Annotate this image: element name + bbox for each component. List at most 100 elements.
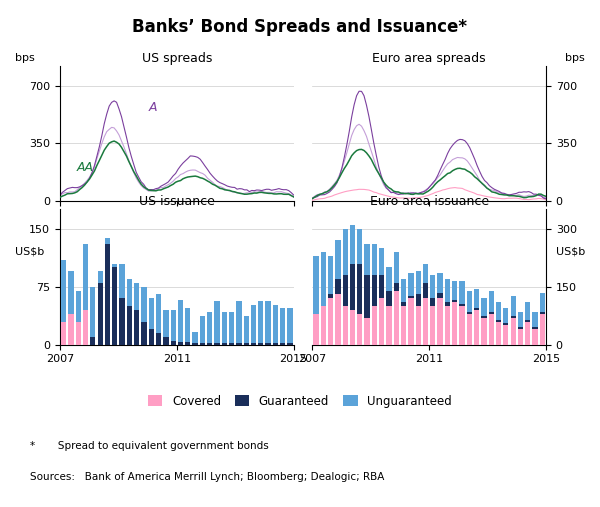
Bar	[525, 321, 530, 345]
Text: US$b: US$b	[15, 246, 44, 256]
Bar	[313, 256, 319, 314]
Bar	[481, 298, 487, 316]
Bar	[287, 343, 293, 345]
Bar	[372, 275, 377, 306]
Bar	[200, 316, 205, 343]
Bar	[401, 306, 406, 345]
Bar	[105, 238, 110, 244]
Bar	[511, 316, 516, 318]
Bar	[207, 343, 212, 345]
Bar	[372, 244, 377, 275]
Bar	[244, 316, 249, 343]
Bar	[185, 342, 190, 345]
Bar	[540, 312, 545, 314]
Bar	[156, 333, 161, 345]
Bar	[445, 279, 450, 302]
Bar	[364, 244, 370, 275]
Bar	[68, 271, 74, 314]
Bar	[511, 318, 516, 345]
Bar	[445, 306, 450, 345]
Bar	[488, 291, 494, 312]
Bar	[467, 312, 472, 314]
Bar	[320, 306, 326, 345]
Text: AA: AA	[76, 162, 94, 174]
Bar	[408, 298, 413, 345]
Bar	[273, 343, 278, 345]
Bar	[343, 306, 348, 345]
Bar	[423, 283, 428, 298]
Bar	[386, 306, 392, 345]
Bar	[335, 240, 341, 279]
Bar	[357, 264, 362, 314]
Bar	[372, 306, 377, 345]
Bar	[83, 244, 88, 310]
Title: Euro area spreads: Euro area spreads	[373, 52, 486, 65]
Bar	[503, 323, 508, 325]
Text: A: A	[149, 100, 157, 114]
Bar	[474, 288, 479, 308]
Bar	[112, 264, 118, 267]
Bar	[98, 283, 103, 345]
Text: US$b: US$b	[556, 246, 585, 256]
Bar	[445, 302, 450, 306]
Bar	[496, 319, 501, 321]
Bar	[328, 256, 333, 295]
Bar	[236, 301, 242, 343]
Bar	[221, 343, 227, 345]
Bar	[258, 343, 263, 345]
Bar	[258, 301, 263, 343]
Text: bps: bps	[15, 53, 35, 63]
Bar	[401, 279, 406, 302]
Bar	[503, 308, 508, 323]
Bar	[156, 295, 161, 333]
Text: Sources:   Bank of America Merrill Lynch; Bloomberg; Dealogic; RBA: Sources: Bank of America Merrill Lynch; …	[30, 472, 385, 482]
Text: *       Spread to equivalent government bonds: * Spread to equivalent government bonds	[30, 441, 269, 451]
Bar	[98, 271, 103, 283]
Bar	[357, 314, 362, 345]
Bar	[265, 301, 271, 343]
Bar	[511, 297, 516, 316]
Title: Euro area issuance: Euro area issuance	[370, 195, 489, 208]
Bar	[474, 310, 479, 345]
Bar	[280, 308, 286, 343]
Bar	[430, 275, 436, 298]
Bar	[328, 298, 333, 345]
Bar	[394, 283, 399, 291]
Bar	[273, 305, 278, 343]
Bar	[119, 264, 125, 298]
Bar	[518, 329, 523, 345]
Bar	[496, 321, 501, 345]
Bar	[142, 321, 146, 345]
Bar	[335, 279, 341, 295]
Bar	[357, 229, 362, 264]
Bar	[134, 283, 139, 310]
Bar	[127, 279, 132, 306]
Bar	[525, 302, 530, 319]
Bar	[320, 252, 326, 306]
Bar	[142, 287, 146, 321]
Bar	[185, 308, 190, 342]
Text: bps: bps	[565, 53, 585, 63]
Bar	[328, 295, 333, 298]
Bar	[105, 244, 110, 345]
Bar	[423, 298, 428, 345]
Bar	[236, 343, 242, 345]
Bar	[379, 298, 385, 345]
Bar	[221, 312, 227, 343]
Bar	[496, 302, 501, 319]
Bar	[364, 318, 370, 345]
Bar	[335, 295, 341, 345]
Bar	[460, 304, 464, 306]
Bar	[244, 343, 249, 345]
Bar	[178, 342, 183, 345]
Bar	[481, 316, 487, 318]
Bar	[343, 229, 348, 275]
Bar	[488, 314, 494, 345]
Bar	[437, 293, 443, 298]
Bar	[287, 308, 293, 343]
Bar	[430, 306, 436, 345]
Bar	[386, 267, 392, 291]
Bar	[76, 291, 81, 321]
Bar	[394, 291, 399, 345]
Bar	[178, 300, 183, 342]
